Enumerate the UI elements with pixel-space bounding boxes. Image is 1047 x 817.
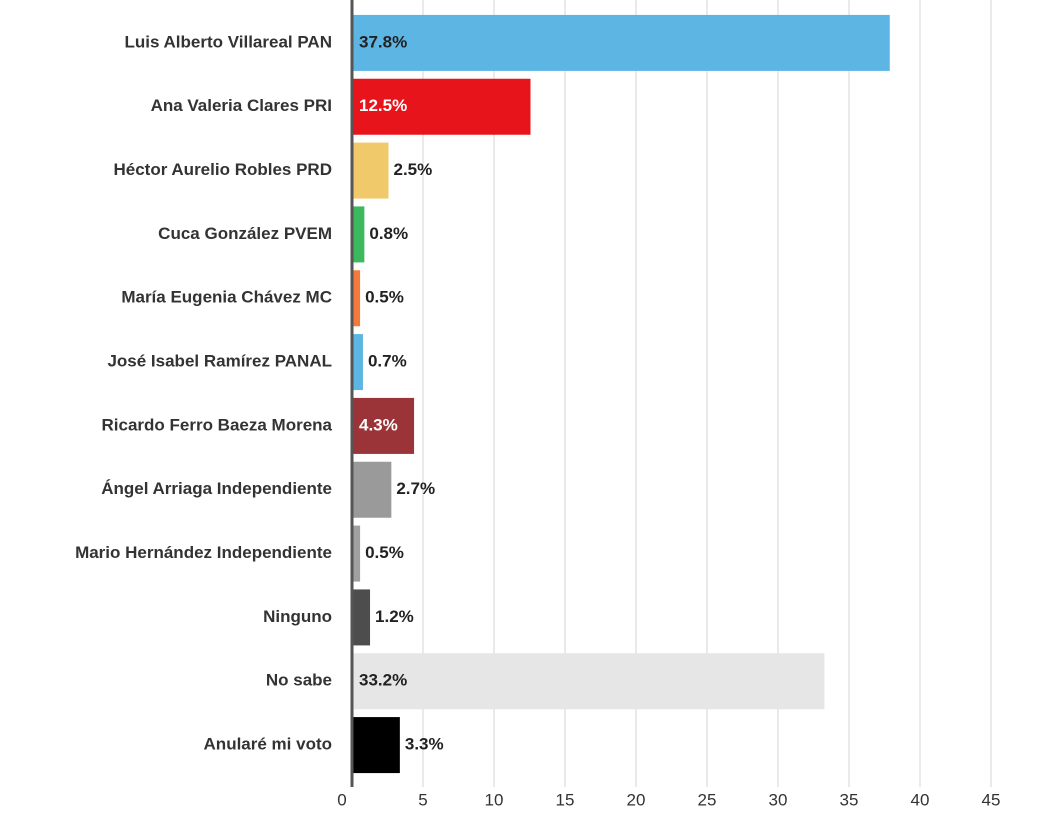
value-label: 0.5% (365, 288, 404, 307)
value-label: 4.3% (359, 415, 398, 434)
value-label: 0.7% (368, 352, 407, 371)
y-tick-label: Ángel Arriaga Independiente (101, 479, 332, 498)
y-tick-label: Héctor Aurelio Robles PRD (113, 160, 332, 179)
value-label: 0.8% (369, 224, 408, 243)
x-tick-label: 10 (485, 790, 504, 809)
bar (353, 717, 400, 774)
bar (353, 334, 363, 391)
bar (353, 653, 825, 710)
x-tick-label: 25 (698, 790, 717, 809)
bar (353, 461, 392, 518)
x-tick-label: 15 (556, 790, 575, 809)
y-tick-label: Anularé mi voto (204, 735, 332, 754)
bar (353, 142, 389, 199)
bar (353, 397, 415, 454)
x-tick-label: 0 (337, 790, 346, 809)
y-tick-label: Ana Valeria Clares PRI (151, 96, 332, 115)
bar (353, 589, 371, 646)
y-tick-label: Cuca González PVEM (158, 224, 332, 243)
x-tick-label: 30 (769, 790, 788, 809)
value-label: 2.5% (394, 160, 433, 179)
value-label: 12.5% (359, 96, 407, 115)
y-tick-label: Ricardo Ferro Baeza Morena (101, 415, 332, 434)
bar (353, 14, 890, 71)
bar (353, 270, 361, 327)
x-tick-label: 45 (982, 790, 1001, 809)
value-label: 0.5% (365, 543, 404, 562)
x-tick-label: 5 (418, 790, 427, 809)
bar (353, 78, 531, 135)
bar (353, 525, 361, 582)
x-tick-label: 35 (840, 790, 859, 809)
y-tick-label: Ninguno (263, 607, 332, 626)
value-label: 33.2% (359, 671, 407, 690)
y-tick-label: Luis Alberto Villareal PAN (124, 32, 332, 51)
y-tick-label: No sabe (266, 671, 332, 690)
value-label: 2.7% (396, 479, 435, 498)
y-tick-label: Mario Hernández Independiente (75, 543, 332, 562)
value-label: 1.2% (375, 607, 414, 626)
value-label: 3.3% (405, 735, 444, 754)
value-label: 37.8% (359, 32, 407, 51)
bar (353, 206, 365, 263)
y-tick-label: María Eugenia Chávez MC (121, 288, 332, 307)
x-tick-label: 20 (627, 790, 646, 809)
x-tick-label: 40 (911, 790, 930, 809)
y-tick-label: José Isabel Ramírez PANAL (107, 352, 332, 371)
